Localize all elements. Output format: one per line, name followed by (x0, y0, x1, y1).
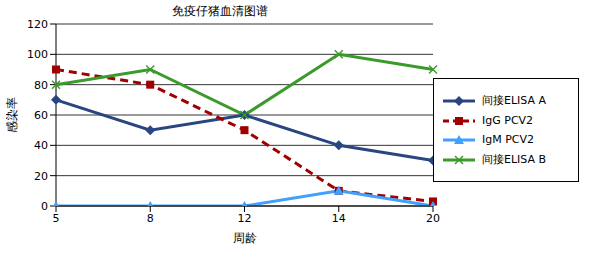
svg-text:80: 80 (34, 79, 48, 92)
html-text:间接ELISA A: 间接ELISA A (482, 94, 547, 107)
svg-text:感染率: 感染率 (8, 97, 19, 133)
html-text:间接ELISA B: 间接ELISA B (482, 153, 547, 166)
svg-text:20: 20 (426, 212, 440, 225)
svg-text:40: 40 (34, 139, 48, 152)
html-text:IgM PCV2: IgM PCV2 (482, 133, 535, 146)
svg-text:12: 12 (238, 212, 252, 225)
html-text:免疫仔猪血清图谱: 免疫仔猪血清图谱 (172, 4, 268, 18)
svg-text:5: 5 (53, 212, 60, 225)
svg-text:60: 60 (34, 109, 48, 122)
svg-text:0: 0 (41, 200, 48, 213)
html-text:IgG PCV2: IgG PCV2 (482, 114, 534, 127)
svg-text:14: 14 (332, 212, 346, 225)
svg-text:100: 100 (27, 48, 48, 61)
svg-text:120: 120 (27, 18, 48, 31)
svg-text:周龄: 周龄 (233, 231, 257, 245)
svg-text:20: 20 (34, 170, 48, 183)
svg-text:8: 8 (147, 212, 154, 225)
